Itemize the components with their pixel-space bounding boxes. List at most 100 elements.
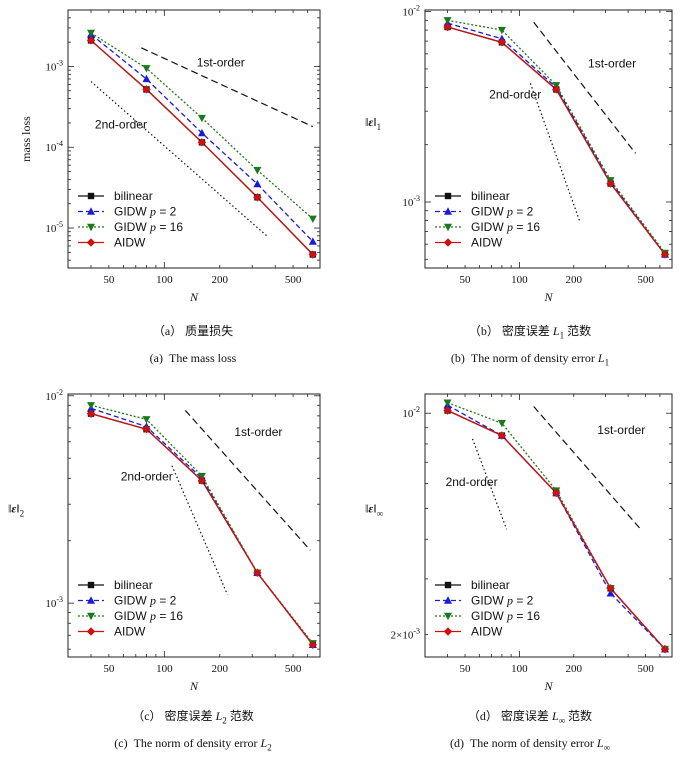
legend-marker	[87, 581, 95, 589]
reference-line-1	[171, 465, 228, 595]
legend-marker	[86, 238, 96, 247]
data-point	[142, 85, 151, 94]
y-axis-label: ‖ε‖2	[8, 501, 24, 518]
plot-frame	[424, 9, 673, 269]
caption-en-d: (d) The norm of density error L∞	[449, 736, 611, 753]
reference-line-0	[533, 406, 642, 530]
chart-panel-2: 50 100 200 500 10-2 10-3 N ‖ε‖2 1st-order 2nd-ord…	[8, 388, 321, 693]
data-point	[86, 36, 96, 45]
chart-panel-1: 50 100 200 500 10-2 10-3 N ‖ε‖1 1st-order 2nd-ord…	[365, 4, 673, 304]
caption-en-b: (b) The norm of density error L1	[450, 351, 610, 368]
x-tick-label: 50	[460, 663, 472, 675]
legend-marker	[86, 627, 96, 636]
data-point	[308, 250, 318, 259]
caption-cn-c: （c） 密度误差 L2 范数	[132, 709, 254, 726]
x-axis-label: N	[543, 290, 553, 304]
data-point	[142, 65, 151, 73]
legend-marker	[87, 207, 95, 215]
reference-line-label: 1st-order	[597, 423, 645, 437]
reference-line-1	[90, 81, 268, 237]
x-tick-label: 100	[156, 663, 173, 675]
x-tick-label: 50	[460, 274, 472, 286]
y-tick-label: 10-3	[45, 58, 63, 73]
data-point	[87, 29, 96, 38]
data-point	[197, 138, 207, 147]
data-point	[606, 584, 615, 593]
data-point	[497, 431, 507, 440]
data-point	[197, 128, 206, 137]
series-line-2	[90, 404, 314, 644]
legend-label: bilinear	[471, 189, 510, 203]
x-axis-label: N	[189, 290, 199, 304]
x-tick-label: 100	[511, 274, 528, 286]
reference-line-0	[141, 47, 314, 128]
legend-marker	[444, 581, 452, 589]
caption-cn-a: （a） 质量损失	[152, 324, 234, 338]
legend-label: GIDW p = 16	[471, 609, 540, 623]
data-point	[308, 640, 318, 649]
data-point	[253, 179, 262, 188]
x-tick-label: 50	[103, 663, 115, 675]
legend-marker	[444, 192, 452, 200]
plot-frame	[424, 393, 673, 658]
reference-line-label: 2nd-order	[95, 118, 147, 132]
data-point	[142, 74, 151, 83]
data-point	[606, 179, 615, 188]
data-point	[87, 402, 96, 410]
series-line-1	[447, 404, 666, 650]
legend-marker	[444, 223, 452, 232]
y-tick-label: 10-3	[45, 595, 63, 610]
caption-cn-b: （b） 密度误差 L1 范数	[468, 324, 592, 341]
legend-marker	[87, 192, 95, 200]
y-tick-label: 10-4	[45, 139, 63, 154]
x-tick-label: 500	[285, 663, 302, 675]
caption-cn-d: （d） 密度误差 L∞ 范数	[467, 709, 593, 726]
chart-panel-3: 50 100 200 500 10-2 2×10-3 N ‖ε‖∞ 1st-order 2nd-o…	[365, 393, 673, 693]
data-point	[606, 589, 615, 597]
legend-marker	[443, 627, 453, 636]
legend-label: GIDW p = 2	[114, 594, 177, 608]
legend-label: AIDW	[471, 625, 503, 639]
reference-line-label: 2nd-order	[489, 87, 541, 101]
legend-marker	[87, 223, 95, 232]
reference-line-label: 1st-order	[197, 55, 245, 69]
data-point	[443, 406, 452, 415]
reference-line-label: 2nd-order	[446, 475, 498, 489]
legend-marker	[443, 238, 453, 247]
legend-label: bilinear	[114, 189, 153, 203]
data-point	[497, 38, 507, 47]
legend-label: bilinear	[114, 578, 153, 592]
data-point	[197, 476, 207, 485]
reference-line-label: 1st-order	[588, 56, 636, 70]
legend-marker	[444, 612, 452, 621]
data-point	[552, 488, 561, 498]
data-point	[253, 193, 262, 202]
x-tick-label: 200	[212, 663, 229, 675]
y-axis-label: ‖ε‖∞	[365, 501, 383, 518]
x-tick-label: 100	[511, 663, 528, 675]
legend-label: AIDW	[114, 236, 146, 250]
x-tick-label: 500	[285, 274, 302, 286]
data-point	[308, 237, 317, 245]
x-tick-label: 100	[156, 274, 173, 286]
caption-en-a: (a) The mass loss	[149, 351, 237, 365]
y-axis-label: mass loss	[19, 116, 33, 162]
y-tick-label: 10-2	[402, 405, 420, 420]
data-point	[443, 17, 452, 25]
reference-line-label: 1st-order	[234, 425, 282, 439]
y-tick-label: 10-3	[402, 194, 420, 209]
legend-label: AIDW	[471, 236, 503, 250]
legend-marker	[444, 596, 452, 604]
data-point	[142, 425, 151, 434]
data-point	[253, 568, 262, 578]
data-point	[142, 416, 151, 424]
reference-line-0	[184, 410, 311, 551]
data-point	[443, 399, 452, 407]
data-point	[253, 166, 262, 175]
reference-line-0	[533, 21, 637, 154]
caption-en-c: (c) The norm of density error L2	[114, 736, 272, 753]
x-tick-label: 200	[212, 274, 229, 286]
x-axis-label: N	[543, 679, 553, 693]
